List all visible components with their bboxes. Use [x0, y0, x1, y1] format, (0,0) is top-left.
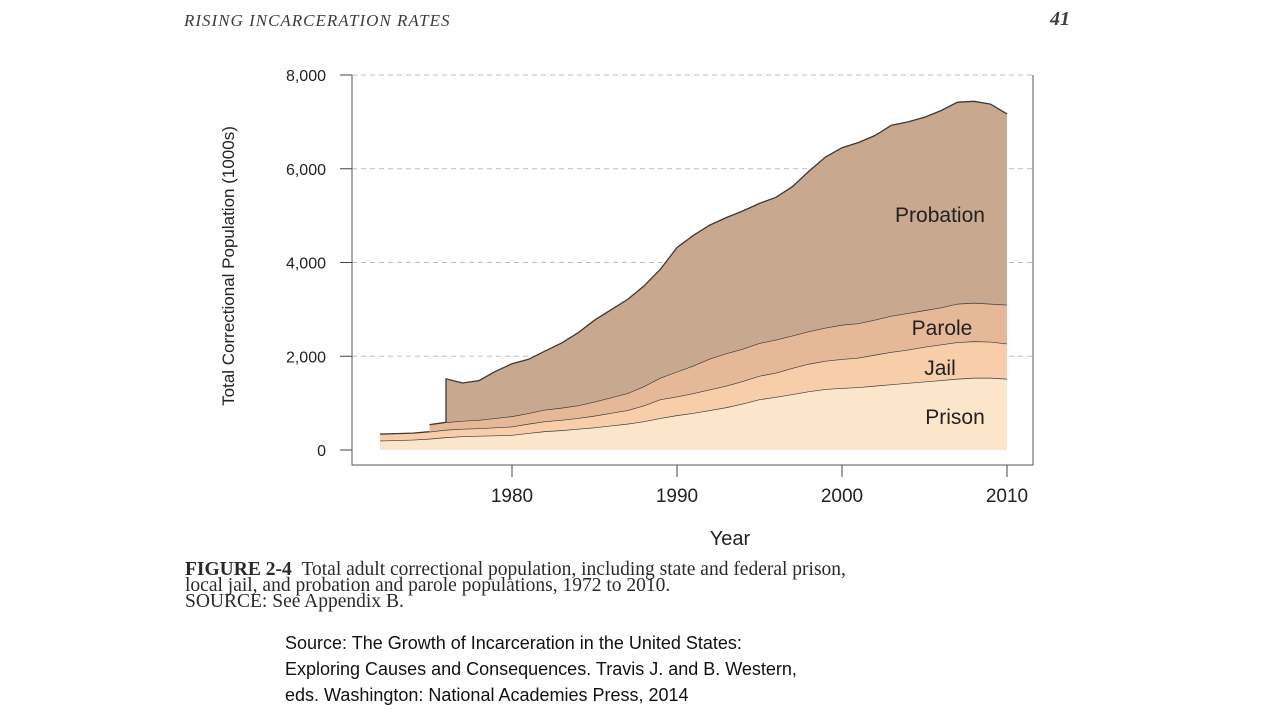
area-jail [380, 341, 1007, 441]
y-tick-label: 0 [317, 443, 326, 460]
axis-layer: 0 2,000 4,000 6,000 8,000 1980 1990 2000 2010 [286, 68, 1034, 507]
series-label-probation: Probation [895, 204, 985, 227]
series-label-prison: Prison [925, 406, 985, 429]
source-line-3: eds. Washington: National Academies Pres… [285, 685, 689, 705]
y-tick-label: 2,000 [286, 349, 326, 366]
plot-frame [351, 75, 1034, 466]
y-axis-label: Total Correctional Population (1000s) [219, 126, 238, 406]
x-tick-label: 1980 [491, 486, 533, 507]
label-layer: Prison Jail Parole Probation [895, 204, 985, 429]
figure-caption: FIGURE 2-4 Total adult correctional popu… [185, 559, 1085, 612]
caption-text-1: Total adult correctional population, inc… [301, 559, 846, 580]
x-tick-label: 1990 [656, 486, 698, 507]
source-line-1: Source: The Growth of Incarceration in t… [285, 633, 742, 653]
area-probation [446, 101, 1007, 423]
y-tick-label: 6,000 [286, 162, 326, 179]
y-tick-label: 8,000 [286, 68, 326, 85]
area-layer [379, 100, 1008, 450]
y-tick-label: 4,000 [286, 256, 326, 273]
figure-label: FIGURE 2-4 [185, 559, 292, 580]
caption-line-3: SOURCE: See Appendix B. [185, 591, 404, 612]
area-parole [429, 302, 1007, 432]
caption-line-1: FIGURE 2-4 Total adult correctional popu… [185, 559, 1085, 580]
correctional-population-chart: 0 2,000 4,000 6,000 8,000 1980 1990 2000 2010 Pr… [219, 68, 1034, 550]
x-axis-label: Year [710, 528, 751, 550]
source-note: Source: The Growth of Incarceration in t… [285, 630, 985, 708]
line-probation [445, 100, 1008, 423]
page-number: 41 [1050, 8, 1070, 30]
x-tick-label: 2000 [821, 486, 863, 507]
series-label-jail: Jail [924, 357, 956, 380]
running-head-title: RISING INCARCERATION RATES [184, 11, 451, 30]
x-tick-label: 2010 [986, 486, 1028, 507]
area-prison [380, 377, 1007, 450]
source-line-2: Exploring Causes and Consequences. Travi… [285, 659, 797, 679]
running-head: RISING INCARCERATION RATES 41 [184, 8, 1070, 34]
caption-line-2: local jail, and probation and parole pop… [185, 575, 671, 596]
series-label-parole: Parole [912, 317, 973, 340]
